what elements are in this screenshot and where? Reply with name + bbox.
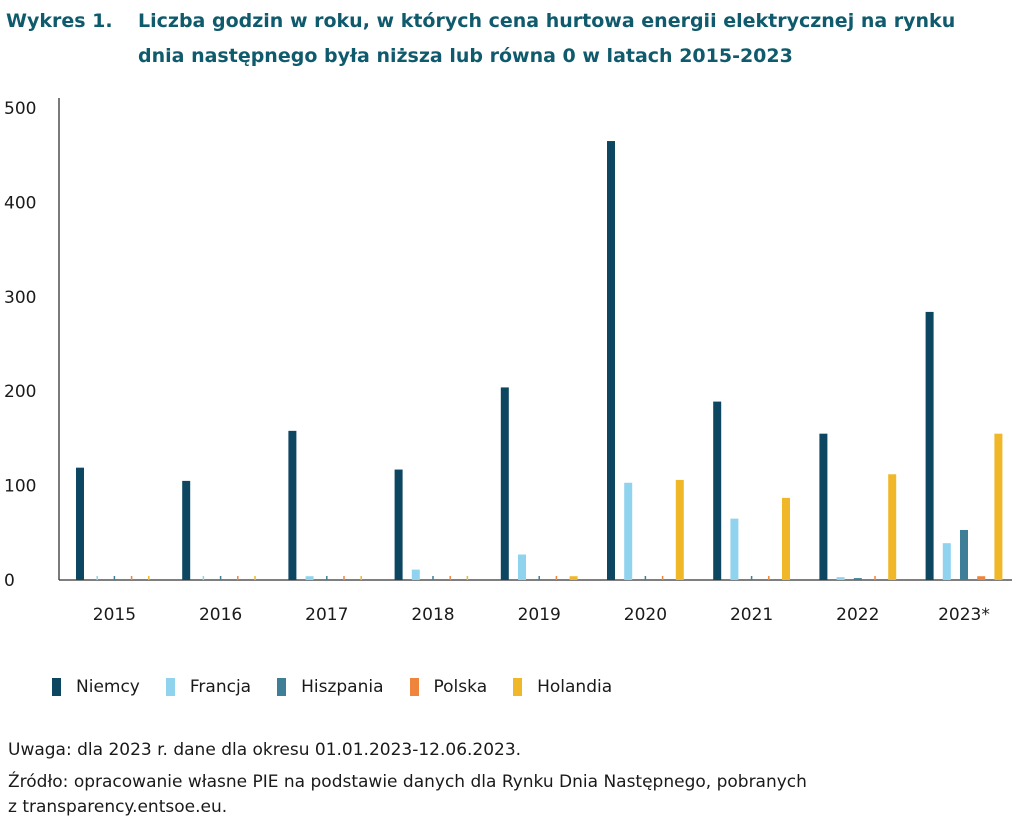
bar-francja [836,577,845,580]
bar-niemcy [607,141,615,580]
bar-niemcy [925,311,934,580]
legend-item: Polska [409,677,488,697]
bar-niemcy [500,387,509,580]
chart-title-line-1: Liczba godzin w roku, w których cena hur… [138,10,956,32]
chart-title: Liczba godzin w roku, w których cena hur… [138,4,1018,74]
y-tick-label: 300 [4,288,36,308]
bar-holandia [569,576,578,580]
x-tick-label: 2019 [518,605,561,625]
chart-legend: Niemcy Francja Hiszpania Polska Holandia [52,674,638,700]
y-tick-label: 200 [4,382,36,402]
bar-holandia [782,497,790,580]
source-text-line-2: z transparency.entsoe.eu. [8,797,228,817]
bar-francja [942,543,951,580]
bar-francja [518,554,526,580]
legend-swatch [52,678,61,696]
y-tick-label: 100 [4,477,36,497]
legend-swatch [513,678,523,696]
bar-francja [305,576,314,580]
legend-swatch [409,678,419,696]
x-tick-label: 2021 [730,605,773,625]
y-tick-label: 500 [4,99,36,119]
figure-label: Wykres 1. [6,10,113,32]
bar-francja [411,569,420,580]
bar-hiszpania [853,578,862,580]
legend-item: Niemcy [52,677,140,697]
x-tick-label: 2015 [93,605,136,625]
x-tick-label: 2016 [199,605,242,625]
y-tick-label: 400 [4,193,36,213]
legend-label: Polska [433,677,488,697]
legend-label: Niemcy [76,677,140,697]
legend-item: Hiszpania [277,677,384,697]
bar-niemcy [713,401,722,580]
x-tick-label: 2022 [836,605,879,625]
bar-hiszpania [960,529,968,580]
note-text: Uwaga: dla 2023 r. dane dla okresu 01.01… [8,740,522,760]
bar-niemcy [182,480,191,580]
legend-label: Francja [189,677,252,697]
bar-holandia [675,479,684,580]
bar-chart: 0 100 200 300 400 500 2015 2016 2017 2018 2019 2020… [4,98,1012,625]
bar-niemcy [394,469,403,580]
legend-label: Holandia [537,677,613,697]
legend-swatch [165,678,175,696]
y-tick-label: 0 [4,571,15,591]
bar-francja [624,482,633,580]
x-tick-label: 2020 [624,605,667,625]
bar-niemcy [288,430,297,580]
bar-holandia [888,474,897,580]
x-tick-label: 2023* [938,605,990,625]
legend-swatch [277,678,287,696]
legend-label: Hiszpania [301,677,384,697]
x-tick-label: 2017 [305,605,348,625]
source-text-line-1: Źródło: opracowanie własne PIE na podsta… [8,772,807,792]
chart-title-line-2: dnia następnego była niższa lub równa 0 … [138,45,793,67]
legend-item: Francja [165,677,252,697]
x-tick-label: 2018 [411,605,454,625]
bar-niemcy [76,467,84,580]
bar-polska [977,576,986,580]
bar-holandia [994,433,1003,580]
bar-niemcy [819,433,828,580]
legend-item: Holandia [513,677,612,697]
bar-francja [730,518,739,580]
